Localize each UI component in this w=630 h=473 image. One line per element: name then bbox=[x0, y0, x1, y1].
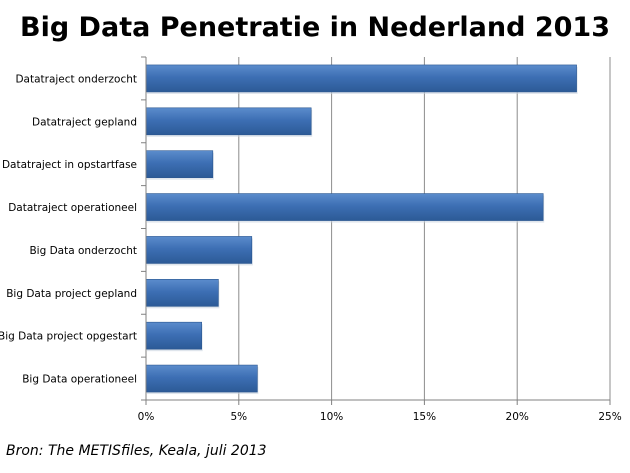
tick-label: 25% bbox=[598, 411, 621, 423]
tick-label: 10% bbox=[320, 411, 343, 423]
category-label: Big Data project opgestart bbox=[0, 331, 137, 343]
bar bbox=[145, 64, 577, 93]
bar bbox=[145, 364, 258, 393]
category-label: Datatraject gepland bbox=[32, 116, 137, 128]
category-label: Datatraject operationeel bbox=[8, 202, 137, 214]
tick-label: 15% bbox=[413, 411, 436, 423]
tick-label: 5% bbox=[230, 411, 247, 423]
category-labels: Datatraject onderzocht Datatraject geplan… bbox=[0, 73, 137, 385]
bar bbox=[145, 150, 214, 178]
tick-label: 0% bbox=[138, 411, 155, 423]
chart-title: Big Data Penetratie in Nederland 2013 bbox=[20, 12, 610, 43]
bar bbox=[145, 236, 253, 264]
tick-label: 20% bbox=[506, 411, 529, 423]
category-label: Big Data operationeel bbox=[22, 374, 137, 386]
category-label: Big Data onderzocht bbox=[29, 245, 137, 257]
bar bbox=[145, 193, 544, 221]
category-label: Datatraject onderzocht bbox=[15, 73, 137, 85]
category-label: Big Data project gepland bbox=[6, 288, 137, 300]
bar bbox=[145, 279, 219, 307]
source-note: Bron: The METISfiles, Keala, juli 2013 bbox=[6, 443, 267, 459]
bar bbox=[145, 321, 202, 350]
axis bbox=[141, 56, 611, 405]
category-label: Datatraject in opstartfase bbox=[2, 159, 137, 171]
bar bbox=[145, 107, 312, 136]
tick-labels: 0% 5% 10% 15% 20% 25% bbox=[138, 411, 622, 423]
bars bbox=[145, 64, 578, 395]
bar-chart: Datatraject onderzocht Datatraject geplan… bbox=[0, 56, 622, 423]
